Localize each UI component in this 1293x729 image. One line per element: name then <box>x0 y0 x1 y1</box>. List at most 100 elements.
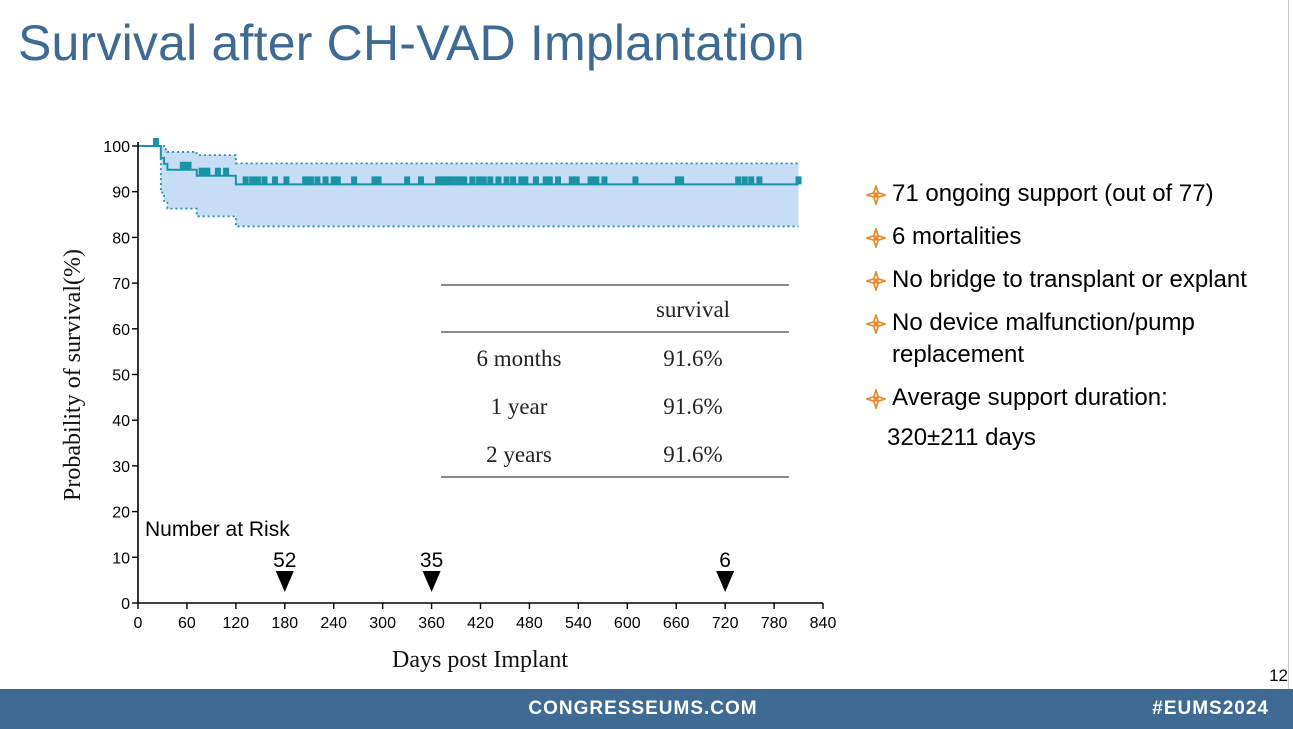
censor-mark <box>469 176 476 185</box>
risk-count-label: 52 <box>273 549 296 572</box>
censor-mark <box>448 176 455 185</box>
risk-count-label: 35 <box>420 549 443 572</box>
bullet-item: 6 mortalities <box>866 221 1286 253</box>
bullet-item: 71 ongoing support (out of 77) <box>866 178 1286 210</box>
footer-bar: CONGRESSEUMS.COM #EUMS2024 <box>0 689 1293 729</box>
censor-mark <box>242 176 249 185</box>
x-tick-label: 840 <box>810 615 837 632</box>
censor-mark <box>457 176 464 185</box>
y-tick-label: 80 <box>112 230 130 247</box>
upper-ci-line <box>138 145 799 165</box>
x-tick-label: 0 <box>134 615 143 632</box>
y-tick-label: 100 <box>103 139 130 156</box>
censor-mark <box>510 176 517 185</box>
orange-flourish-icon <box>866 228 886 248</box>
censor-mark <box>307 176 314 185</box>
x-tick-label: 660 <box>663 615 690 632</box>
summary-bullet-list: 71 ongoing support (out of 77) 6 mortali… <box>866 178 1286 465</box>
y-tick-label: 0 <box>121 596 130 613</box>
footer-website: CONGRESSEUMS.COM <box>528 698 758 719</box>
slide-title: Survival after CH-VAD Implantation <box>18 15 805 71</box>
censor-mark <box>214 167 221 176</box>
censor-mark <box>546 176 553 185</box>
censor-mark <box>453 176 460 185</box>
censor-mark <box>674 176 681 185</box>
inset-table-row-label: 6 months <box>477 346 562 371</box>
inset-table-header: survival <box>656 297 730 322</box>
inset-table-row-value: 91.6% <box>663 394 722 419</box>
censor-mark <box>795 176 802 185</box>
y-tick-label: 90 <box>112 185 130 202</box>
x-tick-label: 60 <box>178 615 196 632</box>
censor-mark <box>573 176 580 185</box>
x-tick-label: 300 <box>369 615 396 632</box>
risk-marker <box>422 571 441 592</box>
censor-mark <box>735 176 742 185</box>
x-tick-label: 240 <box>320 615 347 632</box>
censor-mark <box>322 176 329 185</box>
censor-mark <box>302 176 309 185</box>
censor-mark <box>283 176 290 185</box>
inset-table-row-label: 2 years <box>486 442 552 467</box>
bullet-text: Average support duration: <box>892 384 1168 411</box>
censor-mark <box>503 176 510 185</box>
risk-count-label: 6 <box>719 549 731 572</box>
censor-mark <box>272 176 278 185</box>
y-tick-label: 60 <box>112 322 130 339</box>
orange-flourish-icon <box>866 271 886 291</box>
y-tick-label: 30 <box>112 459 130 476</box>
kaplan-meier-chart: 0 60 120 180 240 300 360 420 480 540 600 660 720 780 8… <box>60 138 837 673</box>
censor-mark <box>568 176 575 185</box>
x-tick-label: 720 <box>712 615 739 632</box>
x-tick-label: 420 <box>467 615 494 632</box>
censor-mark <box>480 176 487 185</box>
inset-table-row-value: 91.6% <box>663 346 722 371</box>
page-number: 12 <box>1269 666 1288 685</box>
censor-mark <box>351 176 358 185</box>
censor-mark <box>554 176 561 185</box>
inset-table-row-label: 1 year <box>491 394 548 419</box>
censor-mark <box>678 176 685 185</box>
censor-mark <box>404 176 411 185</box>
y-tick-label: 20 <box>112 505 130 522</box>
inset-table-row-value: 91.6% <box>663 442 722 467</box>
censor-mark <box>441 176 448 185</box>
x-tick-label: 780 <box>761 615 788 632</box>
censor-mark <box>593 176 600 185</box>
confidence-band <box>138 146 799 227</box>
censor-mark <box>198 167 205 176</box>
censor-mark <box>495 176 502 185</box>
censor-mark <box>522 176 529 185</box>
censor-mark <box>330 176 337 185</box>
bullet-item: Average support duration: <box>866 382 1286 414</box>
x-axis-label: Days post Implant <box>392 647 568 673</box>
censor-mark <box>438 176 445 185</box>
y-axis-label: Probability of survival(%) <box>60 249 86 501</box>
bullet-continuation: 320±211 days <box>887 424 1036 451</box>
censor-mark <box>487 176 494 185</box>
slide-edge-divider <box>1288 0 1289 690</box>
x-tick-label: 480 <box>516 615 543 632</box>
censor-mark <box>444 176 451 185</box>
censor-mark <box>223 167 230 176</box>
censor-mark <box>204 167 211 176</box>
orange-flourish-icon <box>866 314 886 334</box>
censor-mark <box>254 176 261 185</box>
bullet-item: No bridge to transplant or explant <box>866 264 1286 296</box>
lower-ci-line <box>138 145 799 228</box>
y-tick-label: 40 <box>112 413 130 430</box>
censor-mark <box>314 176 321 185</box>
censor-mark <box>185 161 192 170</box>
censor-mark <box>756 176 763 185</box>
number-at-risk-title: Number at Risk <box>145 518 290 541</box>
survival-inset-table: survival 6 months 91.6% 1 year 91.6% 2 y… <box>441 284 789 478</box>
censor-mark <box>179 161 186 170</box>
survival-curve <box>138 145 799 186</box>
censor-mark <box>741 176 748 185</box>
footer-hashtag: #EUMS2024 <box>1152 698 1269 719</box>
x-tick-label: 180 <box>271 615 298 632</box>
bullet-text: No bridge to transplant or explant <box>892 266 1247 293</box>
risk-marker <box>716 571 735 592</box>
censor-mark <box>532 176 539 185</box>
censor-mark <box>417 176 424 185</box>
